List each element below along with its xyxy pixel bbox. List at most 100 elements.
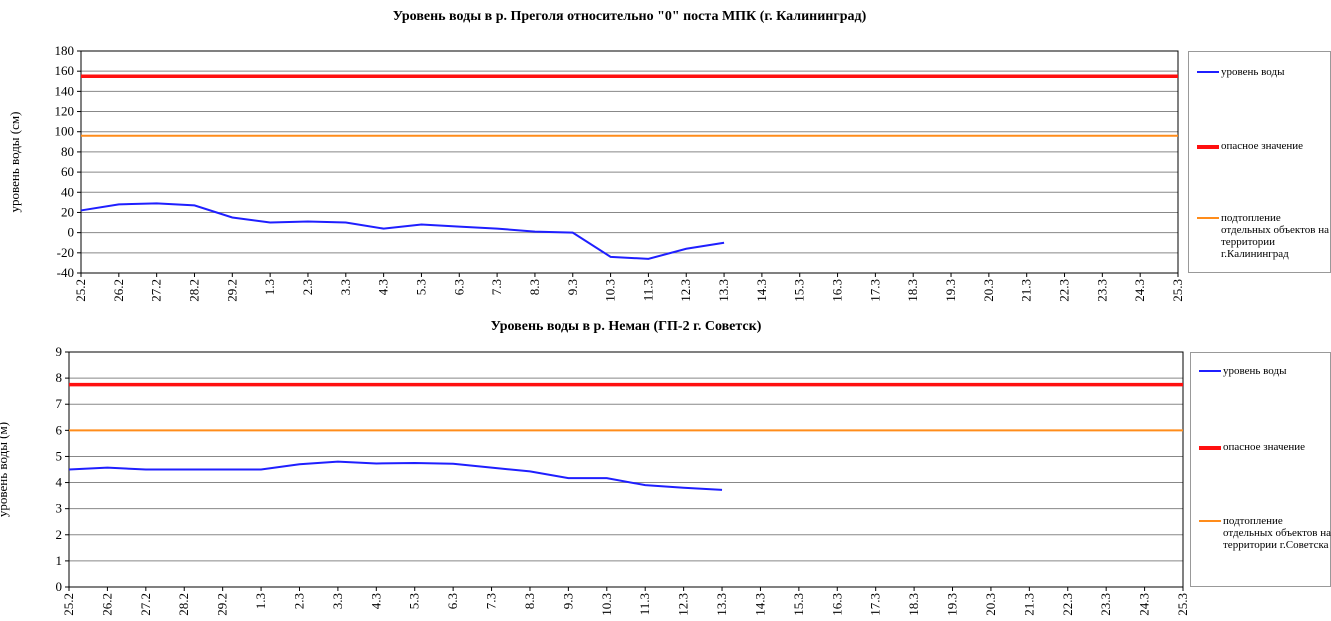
legend-entry: подтопление отдельных объектов на террит… [1197, 212, 1331, 260]
legend-swatch [1199, 520, 1221, 522]
legend: уровень воды опасное значение подтопление … [1190, 352, 1331, 587]
y-tick-label: 120 [55, 104, 75, 119]
x-tick-label: 25.3 [1175, 593, 1190, 616]
x-tick-label: 8.3 [522, 593, 537, 609]
x-tick-label: 26.2 [99, 593, 114, 616]
x-tick-label: 14.3 [754, 279, 769, 302]
legend-label: опасное значение [1223, 441, 1306, 453]
x-tick-label: 7.3 [484, 593, 499, 609]
x-tick-label: 9.3 [565, 279, 580, 295]
x-tick-label: 22.3 [1057, 279, 1072, 302]
x-tick-label: 10.3 [599, 593, 614, 616]
x-tick-label: 11.3 [640, 279, 655, 301]
x-tick-label: 10.3 [603, 279, 618, 302]
x-tick-label: 6.3 [445, 593, 460, 609]
legend-swatch [1197, 145, 1219, 149]
x-tick-label: 19.3 [943, 279, 958, 302]
x-tick-label: 22.3 [1060, 593, 1075, 616]
series-line [80, 202, 725, 260]
y-tick-label: 5 [56, 448, 63, 463]
x-tick-label: 9.3 [560, 593, 575, 609]
x-tick-label: 19.3 [945, 593, 960, 616]
y-tick-label: 40 [61, 184, 74, 199]
x-tick-label: 21.3 [1021, 593, 1036, 616]
legend-entry: подтопление отдельных объектов на террит… [1199, 515, 1331, 551]
x-tick-label: 17.3 [868, 593, 883, 616]
legend-entry: уровень воды [1197, 66, 1331, 78]
legend-swatch [1199, 370, 1221, 372]
legend-label: подтопление отдельных объектов на террит… [1223, 515, 1331, 551]
x-tick-label: 17.3 [867, 279, 882, 302]
x-tick-label: 5.3 [413, 279, 428, 295]
plot-border [80, 50, 1179, 274]
series-line [68, 460, 723, 491]
x-tick-label: 12.3 [678, 279, 693, 302]
legend-entry: опасное значение [1197, 140, 1331, 152]
legend-label: опасное значение [1221, 140, 1304, 152]
x-tick-label: 8.3 [527, 279, 542, 295]
x-tick-label: 16.3 [829, 593, 844, 616]
x-tick-label: 26.2 [111, 279, 126, 302]
x-tick-label: 23.3 [1098, 593, 1113, 616]
x-tick-label: 27.2 [138, 593, 153, 616]
y-tick-label: 60 [61, 164, 74, 179]
y-tick-label: 9 [56, 344, 63, 359]
x-tick-label: 24.3 [1132, 279, 1147, 302]
x-tick-label: 3.3 [338, 279, 353, 295]
y-tick-label: 160 [55, 63, 75, 78]
legend-label: уровень воды [1221, 66, 1285, 78]
legend: уровень воды опасное значение подтопление … [1188, 51, 1331, 273]
x-tick-label: 21.3 [1019, 279, 1034, 302]
y-tick-label: 100 [55, 124, 75, 139]
chart-title: Уровень воды в р. Преголя относительно "… [393, 9, 867, 24]
legend-swatch [1197, 71, 1219, 73]
x-tick-label: 12.3 [676, 593, 691, 616]
x-tick-label: 2.3 [291, 593, 306, 609]
y-tick-label: 0 [56, 579, 63, 594]
y-tick-label: 1 [56, 553, 63, 568]
x-tick-label: 25.3 [1170, 279, 1185, 302]
x-tick-label: 15.3 [791, 593, 806, 616]
y-axis-label: уровень воды (м) [0, 422, 10, 517]
y-tick-label: 6 [56, 422, 63, 437]
x-tick-label: 28.2 [186, 279, 201, 302]
x-tick-label: 1.3 [253, 593, 268, 609]
y-tick-label: 3 [56, 501, 63, 516]
x-tick-label: 5.3 [407, 593, 422, 609]
x-tick-label: 20.3 [983, 593, 998, 616]
x-tick-label: 14.3 [752, 593, 767, 616]
x-tick-label: 29.2 [215, 593, 230, 616]
y-tick-label: -40 [57, 265, 74, 280]
x-tick-label: 29.2 [224, 279, 239, 302]
legend-entry: уровень воды [1199, 365, 1331, 377]
legend-label: подтопление отдельных объектов на террит… [1221, 212, 1329, 260]
legend-swatch [1199, 446, 1221, 450]
x-tick-label: 4.3 [376, 279, 391, 295]
y-tick-label: 80 [61, 144, 74, 159]
x-tick-label: 18.3 [906, 593, 921, 616]
x-tick-label: 4.3 [368, 593, 383, 609]
x-tick-label: 18.3 [905, 279, 920, 302]
x-tick-label: 13.3 [716, 279, 731, 302]
x-tick-label: 3.3 [330, 593, 345, 609]
y-tick-label: -20 [57, 245, 74, 260]
y-tick-label: 8 [56, 370, 63, 385]
x-tick-label: 6.3 [451, 279, 466, 295]
x-tick-label: 11.3 [637, 593, 652, 615]
x-tick-label: 16.3 [830, 279, 845, 302]
y-tick-label: 180 [55, 43, 75, 58]
y-tick-label: 140 [55, 83, 75, 98]
x-tick-label: 24.3 [1137, 593, 1152, 616]
x-tick-label: 25.2 [61, 593, 76, 616]
x-tick-label: 28.2 [176, 593, 191, 616]
x-tick-label: 27.2 [149, 279, 164, 302]
y-axis-label: уровень воды (см) [7, 112, 22, 213]
legend-label: уровень воды [1223, 365, 1287, 377]
y-tick-label: 2 [56, 527, 63, 542]
x-tick-label: 7.3 [489, 279, 504, 295]
x-tick-label: 1.3 [262, 279, 277, 295]
y-tick-label: 0 [68, 225, 75, 240]
x-tick-label: 20.3 [981, 279, 996, 302]
